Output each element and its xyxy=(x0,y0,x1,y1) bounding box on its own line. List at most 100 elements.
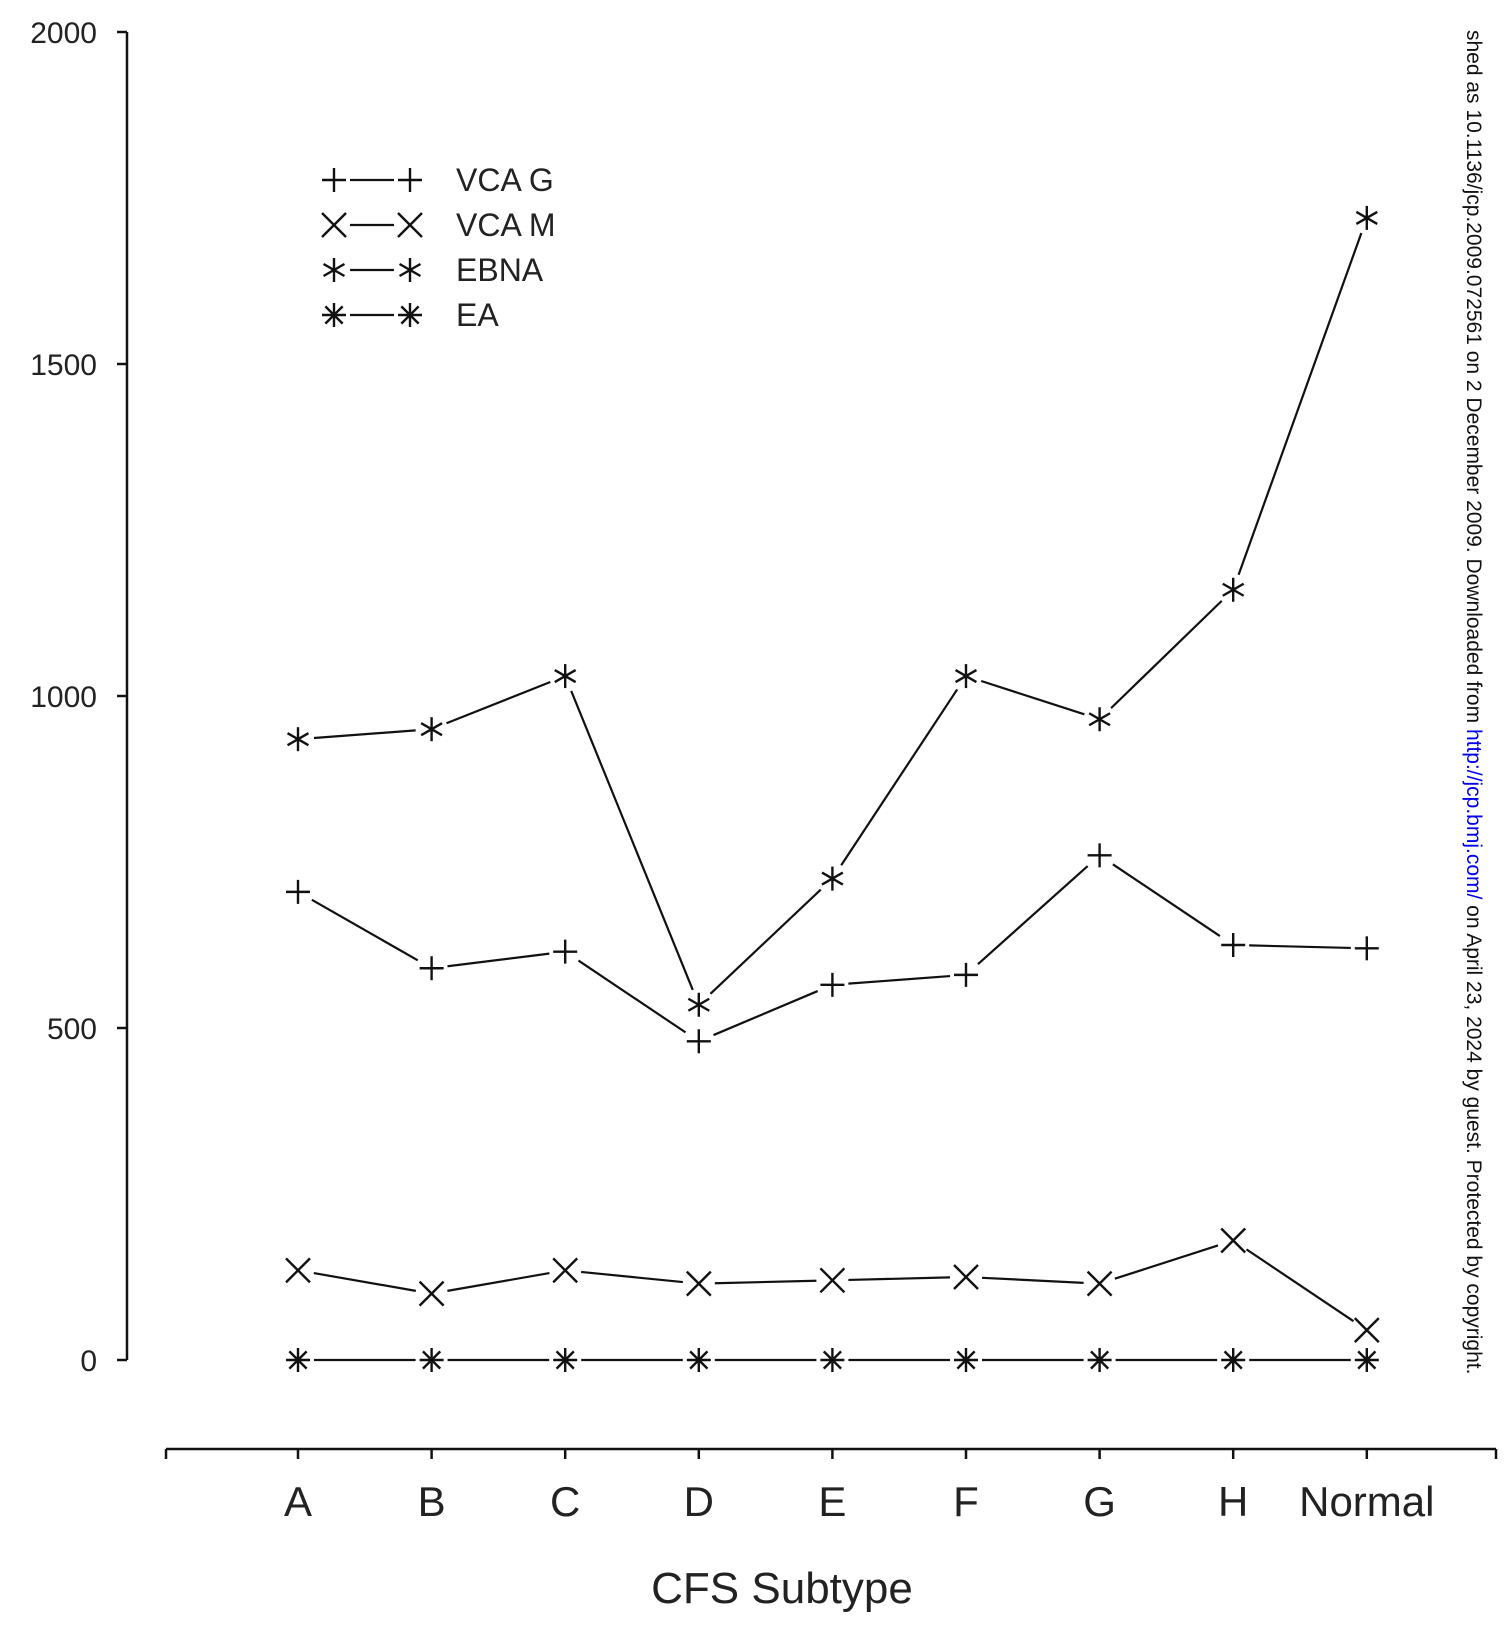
data-point xyxy=(286,727,310,752)
data-point xyxy=(1088,707,1111,732)
series-vca-m xyxy=(285,1227,1380,1343)
data-point xyxy=(286,879,310,904)
legend-entry: EBNA xyxy=(322,252,544,288)
series-line-segment xyxy=(1112,863,1221,937)
series-line-segment xyxy=(1110,600,1223,709)
data-point xyxy=(1354,1348,1379,1372)
data-point xyxy=(1221,1348,1246,1372)
series-line-segment xyxy=(981,1276,1084,1284)
legend-label: VCA G xyxy=(456,162,554,198)
data-point xyxy=(553,1348,578,1372)
data-point xyxy=(686,1348,711,1372)
data-point xyxy=(954,664,978,689)
data-point xyxy=(285,1257,311,1284)
x-tick-label: A xyxy=(284,1478,312,1525)
x-tick-label: D xyxy=(684,1478,714,1525)
legend-marker xyxy=(321,212,347,238)
data-point xyxy=(954,962,978,987)
data-point xyxy=(953,1264,979,1290)
x-axis-title: CFS Subtype xyxy=(651,1564,913,1613)
data-point xyxy=(554,664,577,689)
side-note-link[interactable]: http://jcp.bmj.com/ xyxy=(1462,729,1485,900)
legend-marker xyxy=(322,258,346,282)
x-tick-label: F xyxy=(953,1478,979,1525)
data-point xyxy=(286,1348,310,1372)
series-line-segment xyxy=(1237,232,1363,576)
data-point xyxy=(418,1280,445,1307)
series-line-segment xyxy=(977,865,1089,966)
legend-marker xyxy=(322,168,346,192)
y-tick-label: 1500 xyxy=(30,349,97,382)
legend-label: VCA M xyxy=(456,207,556,243)
legend-marker xyxy=(398,258,422,282)
x-tick-label: G xyxy=(1083,1478,1116,1525)
legend-entry: VCA M xyxy=(321,207,556,243)
legend-entry: EA xyxy=(322,297,499,333)
series-line-segment xyxy=(1249,944,1351,950)
data-point xyxy=(1355,205,1378,230)
series-line-segment xyxy=(311,898,419,962)
data-point xyxy=(1222,577,1245,602)
series-line-segment xyxy=(446,680,551,725)
legend-label: EA xyxy=(456,297,499,333)
y-tick-label: 1000 xyxy=(30,681,97,714)
x-tick-label: C xyxy=(550,1478,580,1525)
series-line-segment xyxy=(848,1276,951,1282)
data-point xyxy=(1354,936,1379,961)
data-point xyxy=(821,866,844,891)
series-line-segment xyxy=(447,1272,550,1292)
data-point xyxy=(687,992,710,1017)
series-line-segment xyxy=(1245,1248,1355,1323)
data-point xyxy=(1221,933,1246,957)
y-tick-label: 500 xyxy=(47,1013,97,1046)
x-axis: A B C D E F G H Normal xyxy=(164,1447,1498,1525)
legend-label: EBNA xyxy=(456,252,544,288)
data-point xyxy=(819,1267,846,1294)
series-line-segment xyxy=(848,974,951,985)
side-note-text-before: shed as 10.1136/jcp.2009.072561 on 2 Dec… xyxy=(1462,30,1485,729)
data-point xyxy=(1086,1270,1113,1297)
legend: VCA G VCA M EBNA EA xyxy=(321,162,556,333)
legend-marker xyxy=(322,303,346,327)
series-line-segment xyxy=(713,990,819,1037)
y-axis: 0 500 1000 1500 2000 xyxy=(30,17,129,1378)
data-point xyxy=(1087,843,1112,868)
series-line-segment xyxy=(313,729,416,740)
series-line-segment xyxy=(577,959,687,1034)
side-note: shed as 10.1136/jcp.2009.072561 on 2 Dec… xyxy=(1462,30,1485,1374)
y-tick-label: 0 xyxy=(80,1345,97,1378)
series-ebna xyxy=(286,205,1378,1017)
series-line-segment xyxy=(1114,1244,1219,1280)
side-note-text-after: on April 23, 2024 by guest. Protected by… xyxy=(1462,899,1485,1374)
data-series xyxy=(285,205,1380,1372)
x-tick-label: Normal xyxy=(1299,1478,1434,1525)
series-line-segment xyxy=(714,1279,817,1285)
series-vca-g xyxy=(286,843,1379,1054)
data-point xyxy=(820,972,845,997)
data-point xyxy=(553,939,578,964)
legend-marker xyxy=(397,212,423,238)
legend-entry: VCA G xyxy=(322,162,554,198)
data-point xyxy=(686,1029,711,1054)
legend-marker xyxy=(398,303,422,327)
data-point xyxy=(1220,1227,1247,1254)
data-point xyxy=(1087,1348,1112,1372)
series-line-segment xyxy=(581,1270,683,1284)
series-line-segment xyxy=(980,679,1085,716)
series-line-segment xyxy=(840,688,959,866)
data-point xyxy=(419,1348,444,1372)
series-line-segment xyxy=(570,690,694,991)
data-point xyxy=(685,1270,712,1297)
data-point xyxy=(954,1348,978,1372)
series-line-segment xyxy=(313,1272,417,1292)
data-point xyxy=(1353,1317,1380,1343)
series-line-segment xyxy=(709,888,822,995)
series-ea xyxy=(286,1348,1379,1372)
data-point xyxy=(419,956,444,981)
data-point xyxy=(820,1348,845,1372)
x-tick-label: H xyxy=(1218,1478,1248,1525)
y-tick-label: 2000 xyxy=(30,17,97,50)
data-point xyxy=(552,1257,579,1284)
legend-marker xyxy=(398,168,422,192)
